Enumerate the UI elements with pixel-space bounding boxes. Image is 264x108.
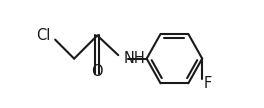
Text: NH: NH xyxy=(123,51,145,66)
Text: F: F xyxy=(204,76,212,91)
Text: Cl: Cl xyxy=(36,28,50,43)
Text: O: O xyxy=(91,64,103,79)
